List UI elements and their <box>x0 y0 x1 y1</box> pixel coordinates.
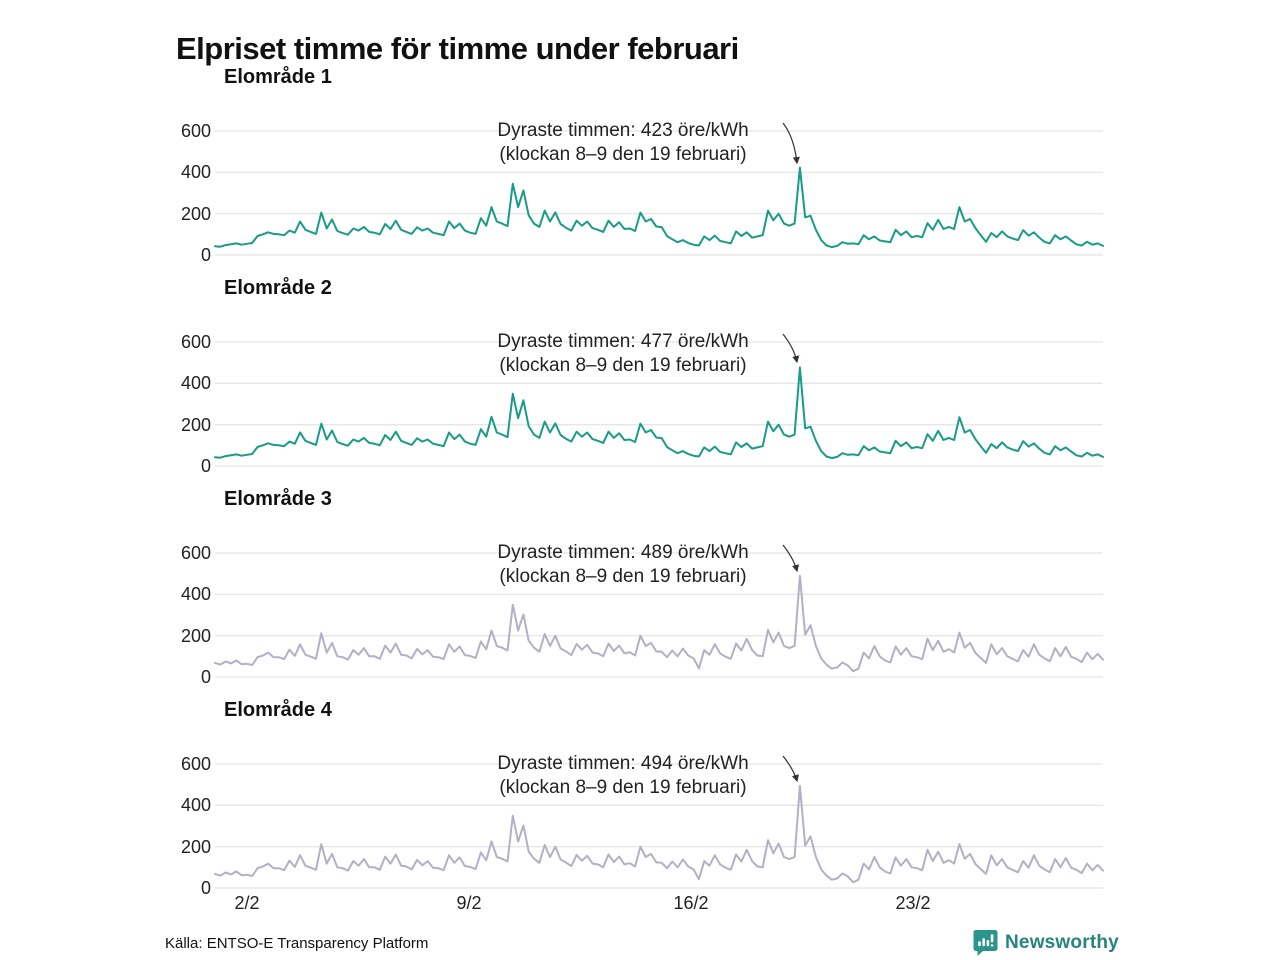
x-tick-label: 9/2 <box>456 893 482 913</box>
price-line <box>214 366 1104 460</box>
y-tick-label: 400 <box>180 373 211 393</box>
y-tick-label: 600 <box>180 543 211 563</box>
annotation-line2: (klockan 8–9 den 19 februari) <box>499 144 747 165</box>
chart-subtitle: Elområde 1 <box>224 66 332 88</box>
y-tick-label: 0 <box>200 245 211 265</box>
annotation-line1: Dyraste timmen: 489 öre/kWh <box>497 542 749 563</box>
price-line <box>214 784 1104 884</box>
annotation: Dyraste timmen: 423 öre/kWh (klockan 8–9 … <box>413 119 833 167</box>
y-tick-label: 200 <box>180 415 211 435</box>
annotation-line1: Dyraste timmen: 494 öre/kWh <box>497 753 749 774</box>
annotation-line1: Dyraste timmen: 477 öre/kWh <box>497 331 749 352</box>
x-tick-label: 2/2 <box>234 893 260 913</box>
chart-subtitle: Elområde 2 <box>224 277 332 299</box>
annotation-line1: Dyraste timmen: 423 öre/kWh <box>497 120 749 141</box>
page-title: Elpriset timme för timme under februari <box>176 30 739 66</box>
y-tick-label: 0 <box>200 456 211 476</box>
annotation: Dyraste timmen: 489 öre/kWh (klockan 8–9 … <box>413 541 833 589</box>
newsworthy-logo-text: Newsworthy <box>1005 932 1119 953</box>
annotation-line2: (klockan 8–9 den 19 februari) <box>499 777 747 798</box>
chart-subtitle: Elområde 4 <box>224 699 332 721</box>
y-tick-label: 400 <box>180 795 211 815</box>
y-tick-label: 200 <box>180 837 211 857</box>
price-line <box>214 574 1104 673</box>
newsworthy-logo[interactable]: Newsworthy <box>973 929 1119 957</box>
y-tick-label: 200 <box>180 626 211 646</box>
newsworthy-icon <box>973 930 998 956</box>
x-tick-label: 16/2 <box>673 893 709 913</box>
chart-subtitle: Elområde 3 <box>224 488 332 510</box>
y-tick-label: 0 <box>200 878 211 898</box>
annotation-line2: (klockan 8–9 den 19 februari) <box>499 566 747 587</box>
y-tick-label: 0 <box>200 667 211 687</box>
price-line <box>214 166 1104 249</box>
annotation-line2: (klockan 8–9 den 19 februari) <box>499 355 747 376</box>
annotation: Dyraste timmen: 477 öre/kWh (klockan 8–9 … <box>413 330 833 378</box>
source-attribution: Källa: ENTSO-E Transparency Platform <box>165 935 429 952</box>
y-tick-label: 200 <box>180 204 211 224</box>
annotation: Dyraste timmen: 494 öre/kWh (klockan 8–9 … <box>413 752 833 800</box>
y-tick-label: 600 <box>180 332 211 352</box>
y-tick-label: 400 <box>180 162 211 182</box>
x-tick-label: 23/2 <box>895 893 931 913</box>
y-tick-label: 600 <box>180 121 211 141</box>
y-tick-label: 600 <box>180 754 211 774</box>
y-tick-label: 400 <box>180 584 211 604</box>
